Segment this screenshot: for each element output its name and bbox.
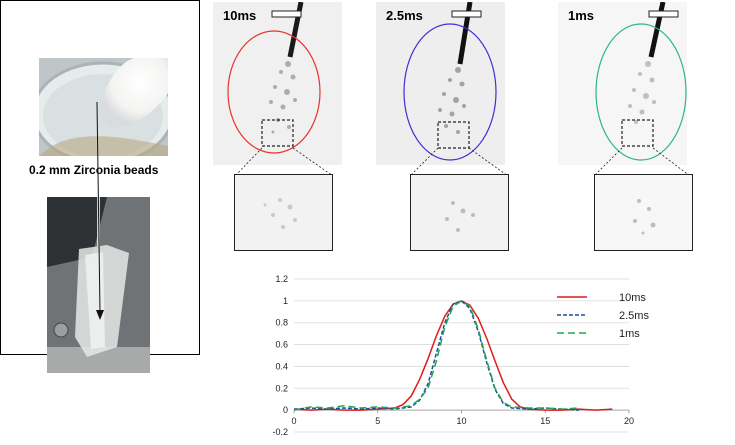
xray-ellipse-10ms xyxy=(227,30,321,154)
xray-image-10ms: 10ms xyxy=(213,2,342,165)
legend-label: 2.5ms xyxy=(619,310,649,322)
y-tick-label: 0.8 xyxy=(275,318,288,328)
beads-dish-drawing xyxy=(39,58,168,156)
x-tick-label: 20 xyxy=(624,416,634,426)
legend-label: 10ms xyxy=(619,292,646,304)
y-tick-label: 1 xyxy=(283,296,288,306)
xray-label-1ms: 1ms xyxy=(568,8,595,23)
chart-grid xyxy=(294,278,629,433)
chart-axes: -0.200.20.40.60.811.20 5 10 15 20 xyxy=(272,274,634,437)
series-line-10ms xyxy=(293,300,613,411)
bead-transfer-arrow xyxy=(96,101,104,320)
xray-label-10ms: 10ms xyxy=(223,8,257,23)
legend-label: 1ms xyxy=(619,328,640,340)
y-tick-label: -0.2 xyxy=(272,427,288,437)
x-tick-label: 10 xyxy=(456,416,466,426)
x-tick-label: 0 xyxy=(291,416,296,426)
xray-label-2.5ms: 2.5ms xyxy=(386,8,423,23)
profile-chart: -0.200.20.40.60.811.20 5 10 15 20 10ms2.5ms1… xyxy=(272,274,649,437)
xray-image-2.5ms: 2.5ms xyxy=(376,2,505,165)
beads-caption: 0.2 mm Zirconia beads xyxy=(29,163,159,177)
chart-legend: 10ms 2.5ms 1ms xyxy=(557,292,649,340)
y-tick-label: 0 xyxy=(283,405,288,415)
x-tick-label: 5 xyxy=(375,416,380,426)
xray-ellipse-1ms xyxy=(595,23,687,161)
zoom-inset-10ms xyxy=(234,174,333,251)
series-line-2.5ms xyxy=(293,300,579,411)
xray-image-1ms: 1ms xyxy=(558,2,687,165)
zoom-inset-2.5ms xyxy=(410,174,509,251)
y-tick-label: 0.2 xyxy=(275,383,288,393)
chart-series xyxy=(293,300,613,411)
x-tick-label: 15 xyxy=(540,416,550,426)
y-tick-label: 1.2 xyxy=(275,274,288,284)
y-tick-label: 0.6 xyxy=(275,340,288,350)
y-tick-label: 0.4 xyxy=(275,361,288,371)
beads-dish-photo xyxy=(39,58,168,156)
xray-ellipse-2.5ms xyxy=(403,23,497,161)
zoom-inset-1ms xyxy=(594,174,693,251)
